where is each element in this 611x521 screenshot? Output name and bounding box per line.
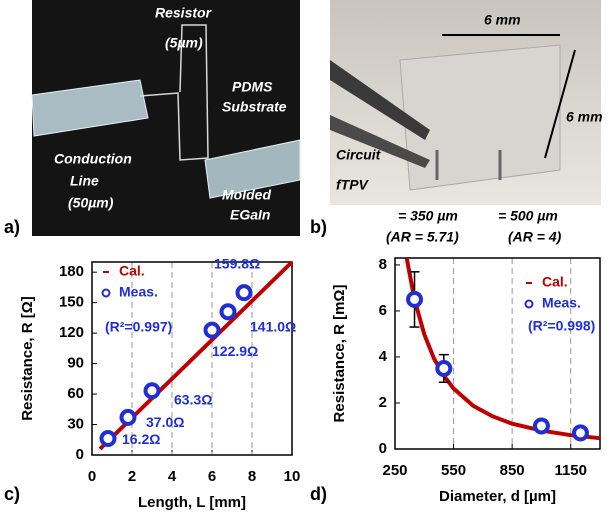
x-tick-label: 2	[128, 468, 136, 485]
photo-text: = 500 µm	[498, 208, 558, 224]
y-axis-label: Resistance, R [mΩ]	[331, 285, 348, 423]
legend-swatch	[526, 301, 533, 308]
photo-text: Substrate	[222, 99, 287, 115]
page: body { margin: 0; width: 611px; height: …	[0, 0, 611, 516]
x-tick-label: 550	[441, 462, 466, 479]
y-axis-label: Resistance, R [Ω]	[19, 296, 36, 421]
photo-text: (50µm)	[68, 195, 114, 211]
value-label: 37.0Ω	[146, 414, 184, 430]
panel-label: c)	[4, 484, 20, 504]
x-tick-label: 10	[284, 468, 301, 485]
value-label: 141.0Ω	[250, 318, 296, 334]
y-tick-label: 2	[379, 394, 387, 411]
annotation: (R²=0.998)	[528, 318, 595, 334]
x-axis-label: Diameter, d [µm]	[439, 488, 556, 505]
data-point	[206, 324, 219, 337]
data-point	[122, 411, 135, 424]
photo-text: fTPV	[336, 177, 370, 193]
photo-text: Circuit	[336, 147, 382, 163]
photo-text: (5µm)	[165, 35, 203, 51]
photo-text: PDMS	[232, 79, 273, 95]
legend-swatch	[103, 290, 110, 297]
photo-text: 6 mm	[566, 109, 603, 125]
y-tick-label: 150	[59, 294, 84, 311]
x-tick-label: 8	[248, 468, 256, 485]
data-point	[437, 362, 450, 375]
data-point	[102, 432, 115, 445]
value-label: 63.3Ω	[174, 391, 212, 407]
photo-text: Molded	[222, 187, 271, 203]
x-tick-label: 6	[208, 468, 216, 485]
photo-text: Resistor	[155, 5, 213, 21]
value-label: 16.2Ω	[122, 431, 160, 447]
data-point	[238, 286, 251, 299]
x-tick-label: 1150	[554, 462, 587, 479]
value-label: 122.9Ω	[212, 343, 258, 359]
y-tick-label: 30	[67, 415, 84, 432]
x-tick-label: 850	[500, 462, 525, 479]
data-point	[574, 426, 587, 439]
annotation: (R²=0.997)	[105, 319, 172, 335]
photo-text: = 350 µm	[398, 208, 458, 224]
photo-text: 6 mm	[484, 12, 521, 28]
photo-text: EGaIn	[230, 207, 270, 223]
y-tick-label: 90	[67, 355, 84, 372]
y-tick-label: 60	[67, 385, 84, 402]
x-tick-label: 4	[168, 468, 177, 485]
photo-text: (AR = 4)	[508, 229, 562, 245]
legend-label: Cal.	[542, 274, 568, 290]
panel-label: b)	[310, 217, 327, 237]
data-point	[146, 384, 159, 397]
legend-label: Meas.	[542, 295, 581, 311]
panel-label: a)	[4, 217, 20, 237]
y-tick-label: 0	[76, 446, 84, 463]
data-point	[408, 293, 421, 306]
panel-label: d)	[310, 484, 327, 504]
data-point	[535, 419, 548, 432]
photo-a: Resistor (5µm) PDMS Substrate Conduction…	[32, 0, 300, 236]
body: {"panel_labels": ["a)", "b)", "c)", "d)"…	[0, 0, 611, 516]
plot-frame	[395, 258, 600, 449]
y-tick-label: 120	[59, 324, 84, 341]
figure: Resistor (5µm) PDMS Substrate Conduction…	[0, 0, 611, 516]
x-tick-label: 0	[88, 468, 96, 485]
legend-label: Meas.	[119, 284, 158, 300]
value-label: 159.8Ω	[214, 255, 260, 271]
photo-text: Conduction	[54, 151, 132, 167]
y-tick-label: 4	[379, 348, 388, 365]
photo-text: (AR = 5.71)	[386, 229, 459, 245]
data-point	[222, 305, 235, 318]
x-tick-label: 250	[382, 462, 407, 479]
y-tick-label: 0	[379, 440, 387, 457]
y-tick-label: 8	[379, 256, 387, 273]
x-axis-label: Length, L [mm]	[138, 494, 246, 511]
photo-b: 6 mm 6 mm Circuit fTPV = 350 µm (AR = 5.…	[330, 0, 603, 245]
legend-label: Cal.	[119, 263, 145, 279]
photo-text: Line	[70, 173, 99, 189]
y-tick-label: 6	[379, 302, 387, 319]
y-tick-label: 180	[59, 263, 84, 280]
